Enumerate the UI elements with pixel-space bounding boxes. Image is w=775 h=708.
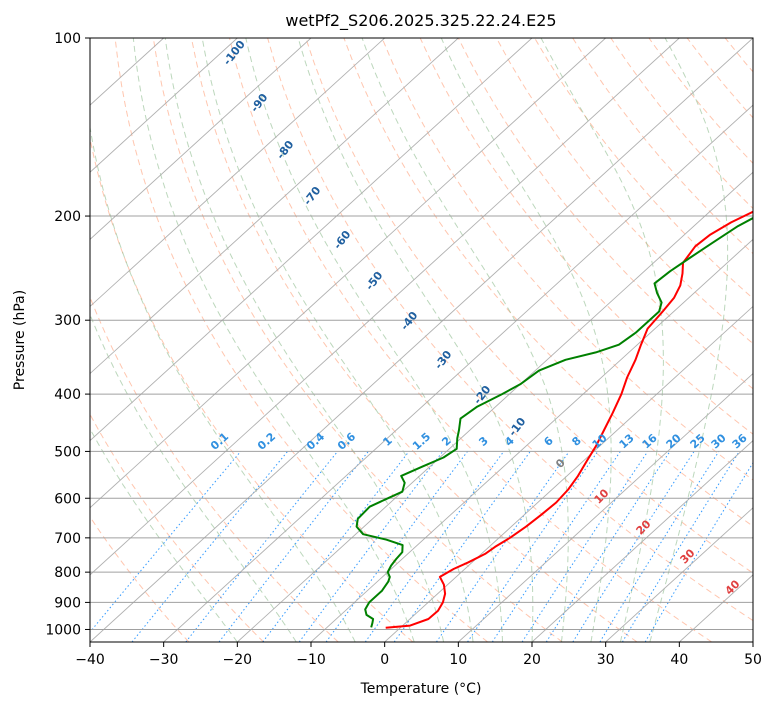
dry-adiabat [381, 38, 753, 481]
isotherm-line [90, 38, 533, 442]
isotherm-line [90, 38, 238, 173]
isotherm-line [237, 171, 753, 642]
isotherm-line [90, 38, 459, 375]
chart-title: wetPf2_S206.2025.325.22.24.E25 [285, 11, 556, 31]
mixing-ratio-line [131, 451, 288, 642]
dry-adiabat [419, 38, 753, 435]
x-tick-label: 30 [597, 652, 615, 668]
ticks-layer: −40 −30 −20 −10 0 10 20 30 40 50 100 200 300 400 500 60… [45, 31, 762, 668]
moist-adiabat [361, 38, 569, 642]
mixing-ratio-line [364, 451, 505, 642]
grid-layer [90, 38, 753, 642]
temperature-profile [385, 210, 753, 629]
isotherm-line [90, 38, 680, 576]
isotherm-line [384, 305, 753, 642]
mixing-ratio-line [621, 451, 740, 642]
mixing-ratio-line [491, 451, 621, 642]
y-tick-label: 900 [54, 595, 81, 611]
x-tick-label: −20 [223, 652, 253, 668]
mixing-ratio-line [298, 451, 444, 642]
x-tick-label: 10 [449, 652, 467, 668]
y-tick-label: 1000 [45, 622, 81, 638]
moist-adiabat [90, 427, 238, 642]
isotherm-line [163, 104, 753, 642]
x-tick-label: −10 [296, 652, 326, 668]
isotherm-line [90, 38, 606, 509]
y-tick-label: 200 [54, 209, 81, 225]
dry-adiabat [267, 38, 753, 622]
mixing-ratio-line [521, 451, 649, 642]
x-tick-label: 20 [523, 652, 541, 668]
series-layer [355, 210, 753, 629]
dry-adiabat [343, 38, 753, 527]
mixing-ratio-line [599, 451, 720, 642]
x-tick-label: 40 [670, 652, 688, 668]
x-axis-title: Temperature (°C) [360, 681, 482, 697]
isotherm-line [605, 507, 753, 642]
mixing-ratio-line [467, 451, 599, 642]
moist-adiabat [164, 38, 445, 642]
moist-adiabat [649, 38, 729, 642]
mixing-ratio-line [262, 451, 410, 642]
dewpoint-profile [355, 216, 753, 628]
y-tick-label: 600 [54, 491, 81, 507]
dry-adiabat [90, 515, 190, 642]
isotherm-line [90, 38, 385, 308]
dry-adiabat [152, 38, 563, 642]
y-axis-title: Pressure (hPa) [12, 290, 28, 390]
dry-adiabat [114, 38, 488, 642]
y-tick-label: 100 [54, 31, 81, 47]
mixing-ratio-line [325, 451, 468, 642]
dry-adiabat [495, 38, 753, 345]
moist-adiabat [297, 38, 534, 642]
dry-adiabat [90, 135, 414, 642]
dry-adiabat [457, 38, 753, 390]
moist-adiabat [245, 38, 503, 642]
isotherm-line [90, 38, 312, 240]
mixing-ratio-line [90, 451, 242, 633]
dry-adiabat [90, 413, 264, 642]
isotherm-line [531, 440, 753, 642]
dry-adiabat [229, 38, 712, 642]
dry-adiabat [534, 38, 753, 300]
y-tick-label: 400 [54, 387, 81, 403]
moist-adiabat [440, 38, 612, 642]
mixing-ratio-line [572, 451, 695, 642]
moist-adiabat [201, 38, 474, 642]
y-tick-label: 800 [54, 565, 81, 581]
isotherm-line [90, 38, 753, 642]
moist-adiabat [90, 124, 356, 642]
mixing-ratio-line [185, 451, 338, 642]
moist-adiabat [90, 313, 297, 642]
x-tick-label: 50 [744, 652, 762, 668]
x-tick-label: −40 [75, 652, 105, 668]
dry-adiabat [190, 38, 638, 642]
x-tick-label: 0 [380, 652, 389, 668]
x-tick-label: −30 [149, 652, 179, 668]
mixing-ratio-line [435, 451, 570, 642]
mixing-ratio-line [545, 451, 671, 642]
y-tick-label: 700 [54, 531, 81, 547]
y-tick-label: 500 [54, 444, 81, 460]
dry-adiabat [305, 38, 753, 574]
y-tick-label: 300 [54, 313, 81, 329]
isotherm-line [458, 372, 753, 642]
plot-frame [89, 37, 754, 643]
